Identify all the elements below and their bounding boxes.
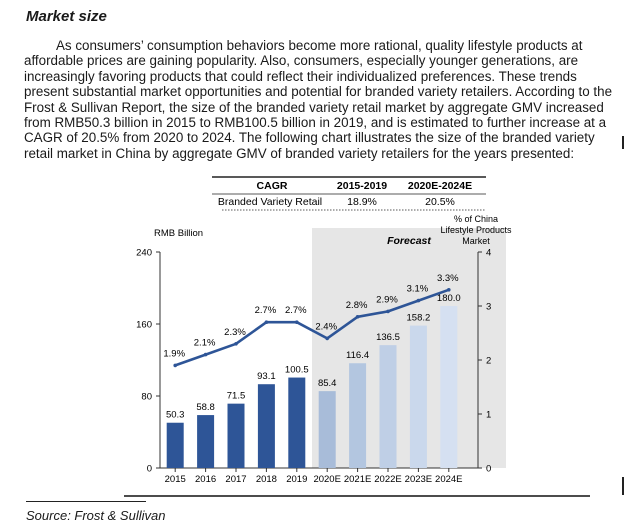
x-axis-tick-label: 2019 bbox=[286, 474, 307, 485]
cagr-period-2-header: 2020E-2024E bbox=[408, 180, 472, 192]
share-value-label: 1.9% bbox=[163, 348, 185, 359]
share-line bbox=[174, 288, 450, 367]
cagr-period-1-header: 2015-2019 bbox=[337, 180, 387, 192]
cagr-period-1-value: 18.9% bbox=[347, 196, 377, 208]
forecast-shade bbox=[312, 228, 506, 468]
share-point bbox=[264, 320, 269, 325]
x-axis-tick-label: 2023E bbox=[405, 474, 432, 485]
bar bbox=[197, 415, 215, 468]
bar-value-label: 158.2 bbox=[407, 313, 431, 324]
bar bbox=[257, 384, 275, 468]
forecast-label: Forecast bbox=[387, 235, 431, 247]
bar bbox=[440, 306, 458, 468]
text-cursor-mark bbox=[622, 477, 624, 495]
share-point bbox=[416, 298, 421, 303]
y2-axis-tick-label: 0 bbox=[486, 464, 491, 475]
bar bbox=[379, 345, 397, 468]
y-axis-tick-label: 80 bbox=[141, 392, 152, 403]
cagr-table: CAGR 2015-2019 2020E-2024E Branded Varie… bbox=[212, 176, 486, 211]
cagr-period-2-value: 20.5% bbox=[425, 196, 455, 208]
cagr-header: CAGR bbox=[257, 180, 288, 192]
x-axis-tick-label: 2021E bbox=[344, 474, 371, 485]
bar bbox=[227, 403, 245, 468]
x-axis-tick-label: 2024E bbox=[435, 474, 462, 485]
share-value-label: 2.7% bbox=[255, 305, 277, 316]
y2-axis-tick-label: 2 bbox=[486, 356, 491, 367]
y2-axis-tick-label: 1 bbox=[486, 410, 491, 421]
bar-value-label: 50.3 bbox=[166, 410, 185, 421]
y2-axis-label-line-1: % of China bbox=[454, 214, 498, 224]
share-point bbox=[355, 315, 360, 319]
bar-value-label: 180.0 bbox=[437, 293, 461, 304]
source-rule bbox=[26, 501, 146, 502]
x-axis-tick-label: 2018 bbox=[256, 474, 277, 485]
share-value-label: 2.1% bbox=[194, 338, 216, 349]
bar-value-label: 85.4 bbox=[318, 378, 337, 389]
share-point bbox=[234, 342, 238, 346]
bar bbox=[288, 377, 306, 468]
share-value-label: 3.3% bbox=[437, 273, 459, 284]
bar bbox=[318, 391, 336, 468]
y-axis-tick-label: 240 bbox=[136, 248, 152, 259]
bar bbox=[349, 363, 367, 468]
bar-value-label: 93.1 bbox=[257, 371, 276, 382]
bar-value-label: 71.5 bbox=[227, 391, 246, 402]
share-value-label: 2.7% bbox=[285, 305, 307, 316]
source-note: Source: Frost & Sullivan bbox=[26, 508, 166, 523]
share-point bbox=[295, 320, 299, 325]
share-point bbox=[325, 336, 330, 341]
share-point bbox=[173, 363, 177, 368]
y2-axis-label-line-3: Market bbox=[462, 236, 490, 246]
y2-axis-label-line-2: Lifestyle Products bbox=[440, 225, 512, 235]
y2-axis-tick-label: 3 bbox=[486, 302, 491, 313]
x-axis-tick-label: 2017 bbox=[225, 474, 246, 485]
share-point bbox=[203, 352, 208, 357]
x-axis-tick-label: 2020E bbox=[313, 474, 340, 485]
x-axis-tick-label: 2016 bbox=[195, 474, 216, 485]
section-title: Market size bbox=[26, 8, 107, 25]
x-axis-tick-label: 2015 bbox=[165, 474, 186, 485]
share-value-label: 2.9% bbox=[376, 294, 398, 305]
bar bbox=[409, 325, 427, 468]
bar bbox=[166, 422, 184, 468]
intro-paragraph: As consumers’ consumption behaviors beco… bbox=[24, 38, 613, 161]
share-value-label: 2.3% bbox=[224, 327, 246, 338]
bar-value-label: 116.4 bbox=[346, 350, 369, 361]
share-value-label: 3.1% bbox=[407, 284, 429, 295]
share-value-label: 2.8% bbox=[346, 300, 368, 311]
x-axis-tick-label: 2022E bbox=[374, 474, 401, 485]
text-cursor-mark bbox=[622, 136, 624, 149]
share-point bbox=[447, 288, 451, 292]
bar-value-label: 58.8 bbox=[196, 402, 215, 413]
y-axis-label: RMB Billion bbox=[154, 228, 203, 239]
share-value-label: 2.4% bbox=[315, 321, 337, 332]
bar-value-label: 136.5 bbox=[376, 332, 400, 343]
share-point bbox=[386, 309, 390, 314]
cagr-row-label: Branded Variety Retail bbox=[218, 196, 322, 208]
y-axis-tick-label: 0 bbox=[147, 464, 152, 475]
y-axis-tick-label: 160 bbox=[136, 320, 152, 331]
bar-value-label: 100.5 bbox=[285, 365, 309, 376]
y2-axis-tick-label: 4 bbox=[486, 248, 491, 259]
